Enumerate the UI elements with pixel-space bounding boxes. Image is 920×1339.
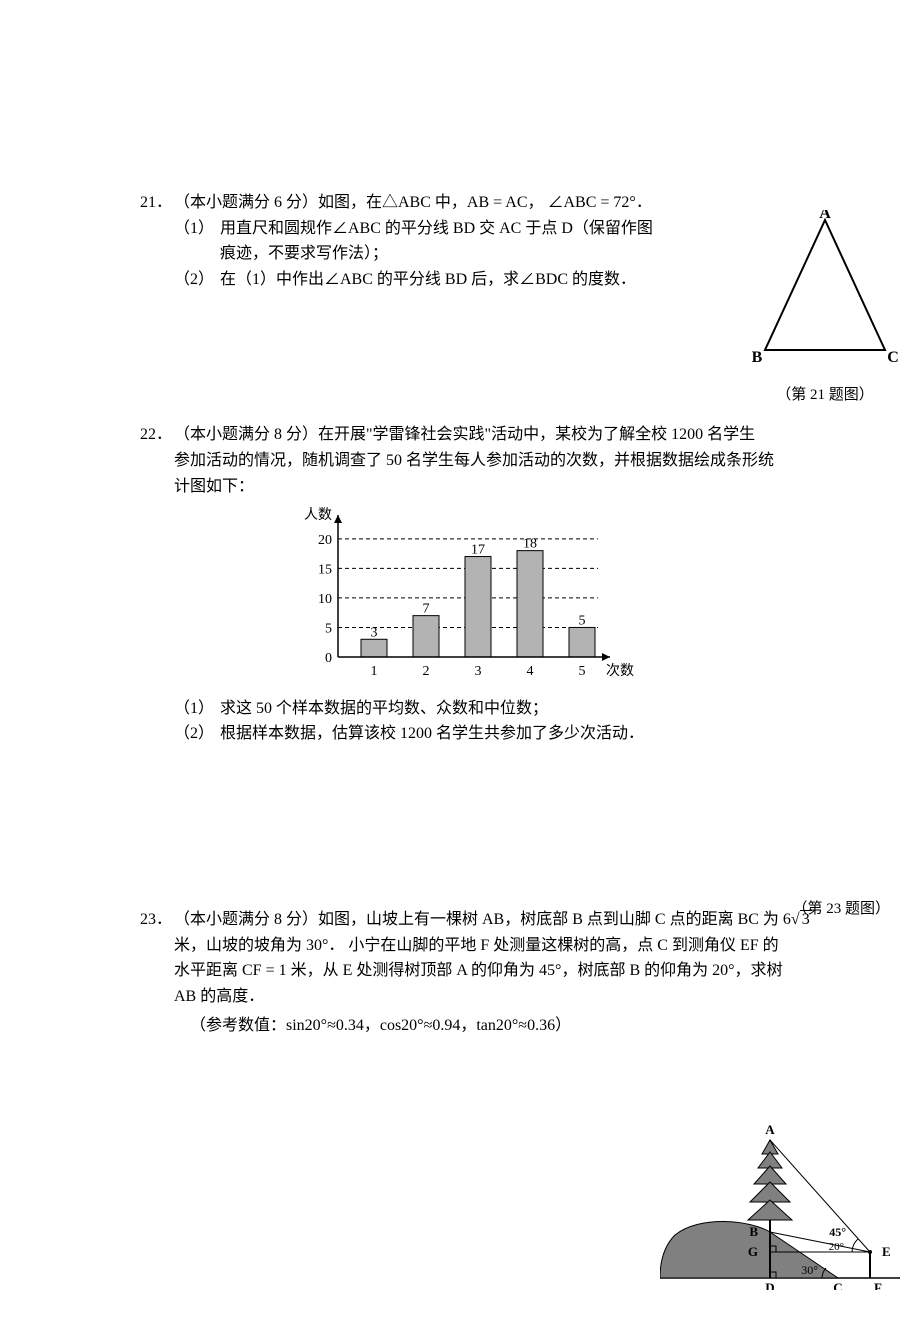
svg-text:30°: 30° xyxy=(801,1263,818,1277)
svg-text:45°: 45° xyxy=(829,1225,846,1239)
svg-text:5: 5 xyxy=(325,622,332,637)
svg-text:0: 0 xyxy=(325,651,332,666)
page: 21． （本小题满分 6 分）如图，在△ABC 中，AB = AC， ∠ABC … xyxy=(0,0,920,1339)
svg-text:E: E xyxy=(882,1244,891,1259)
triangle-svg: A B C xyxy=(745,210,905,370)
svg-text:5: 5 xyxy=(579,664,586,679)
vertex-label-b: B xyxy=(752,349,763,366)
sub-text: 求这 50 个样本数据的平均数、众数和中位数； xyxy=(220,696,860,722)
svg-text:D: D xyxy=(765,1280,774,1290)
subquestion-2: （2） 根据样本数据，估算该校 1200 名学生共参加了多少次活动． xyxy=(174,721,860,747)
figure-caption-overlap: （第 23 题图） xyxy=(792,897,890,921)
subquestion-1: （1） 求这 50 个样本数据的平均数、众数和中位数； xyxy=(174,696,860,722)
reference-values: （参考数值：sin20°≈0.34，cos20°≈0.94，tan20°≈0.3… xyxy=(190,1013,860,1039)
figure-23-svg: A BG D C F E 45° 20° 30° xyxy=(660,1120,900,1290)
svg-text:C: C xyxy=(833,1280,842,1290)
problem-21: 21． （本小题满分 6 分）如图，在△ABC 中，AB = AC， ∠ABC … xyxy=(140,190,860,292)
svg-text:10: 10 xyxy=(318,592,332,607)
sub-label: （1） xyxy=(174,216,220,242)
svg-text:4: 4 xyxy=(527,664,534,679)
figure-23: A BG D C F E 45° 20° 30° xyxy=(650,1120,910,1299)
svg-text:20: 20 xyxy=(318,533,332,548)
question-body: （本小题满分 8 分）如图，山坡上有一棵树 AB，树底部 B 点到山脚 C 点的… xyxy=(174,907,860,1039)
svg-text:A: A xyxy=(765,1122,775,1137)
vertex-label-a: A xyxy=(819,210,831,222)
bar-chart-svg: 人数05101520317217318455次数 xyxy=(294,507,634,687)
sub-text: 根据样本数据，估算该校 1200 名学生共参加了多少次活动． xyxy=(220,721,860,747)
stem-line: 水平距离 CF = 1 米，从 E 处测得树顶部 A 的仰角为 45°，树底部 … xyxy=(174,958,860,984)
svg-text:2: 2 xyxy=(423,664,430,679)
triangle-shape xyxy=(765,220,885,350)
stem-line: AB 的高度． xyxy=(174,984,860,1010)
svg-text:1: 1 xyxy=(371,664,378,679)
svg-text:15: 15 xyxy=(318,563,332,578)
question-number: 23． xyxy=(140,907,174,933)
question-body: （本小题满分 8 分）在开展"学雷锋社会实践"活动中，某校为了解全校 1200 … xyxy=(174,422,860,747)
svg-text:3: 3 xyxy=(475,664,482,679)
text-fragment: （本小题满分 8 分）如图，山坡上有一棵树 AB，树底部 B 点到山脚 C 点的… xyxy=(174,911,791,928)
bar-chart: 人数05101520317217318455次数 xyxy=(294,507,860,696)
svg-text:18: 18 xyxy=(523,537,537,552)
svg-text:17: 17 xyxy=(471,543,485,558)
svg-text:7: 7 xyxy=(423,602,430,617)
problem-22: 22． （本小题满分 8 分）在开展"学雷锋社会实践"活动中，某校为了解全校 1… xyxy=(140,422,860,747)
stem-line: 参加活动的情况，随机调查了 50 名学生每人参加活动的次数，并根据数据绘成条形统 xyxy=(174,448,860,474)
figure-triangle: A B C （第 21 题图） xyxy=(740,210,910,407)
svg-text:G: G xyxy=(748,1244,758,1259)
question-number: 22． xyxy=(140,422,174,448)
svg-text:B: B xyxy=(749,1224,758,1239)
vertex-label-c: C xyxy=(887,349,899,366)
sub-label: （1） xyxy=(174,696,220,722)
svg-text:5: 5 xyxy=(579,614,586,629)
svg-text:次数: 次数 xyxy=(606,663,634,679)
sub-label: （2） xyxy=(174,721,220,747)
svg-text:人数: 人数 xyxy=(304,507,332,523)
svg-text:F: F xyxy=(874,1280,882,1290)
stem-line: （本小题满分 8 分）如图，山坡上有一棵树 AB，树底部 B 点到山脚 C 点的… xyxy=(174,907,860,933)
question-number: 21． xyxy=(140,190,174,216)
svg-text:20°: 20° xyxy=(829,1241,844,1253)
stem-line: 计图如下： xyxy=(174,474,860,500)
problem-row: 22． （本小题满分 8 分）在开展"学雷锋社会实践"活动中，某校为了解全校 1… xyxy=(140,422,860,747)
figure-caption: （第 21 题图） xyxy=(740,383,910,407)
stem-line: （本小题满分 8 分）在开展"学雷锋社会实践"活动中，某校为了解全校 1200 … xyxy=(174,422,860,448)
sub-label: （2） xyxy=(174,267,220,293)
problem-23: 23． （本小题满分 8 分）如图，山坡上有一棵树 AB，树底部 B 点到山脚 … xyxy=(140,907,860,1039)
svg-text:3: 3 xyxy=(371,625,378,640)
stem-line: 米，山坡的坡角为 30°． 小宁在山脚的平地 F 处测量这棵树的高，点 C 到测… xyxy=(174,933,860,959)
problem-row: 23． （本小题满分 8 分）如图，山坡上有一棵树 AB，树底部 B 点到山脚 … xyxy=(140,907,860,1039)
